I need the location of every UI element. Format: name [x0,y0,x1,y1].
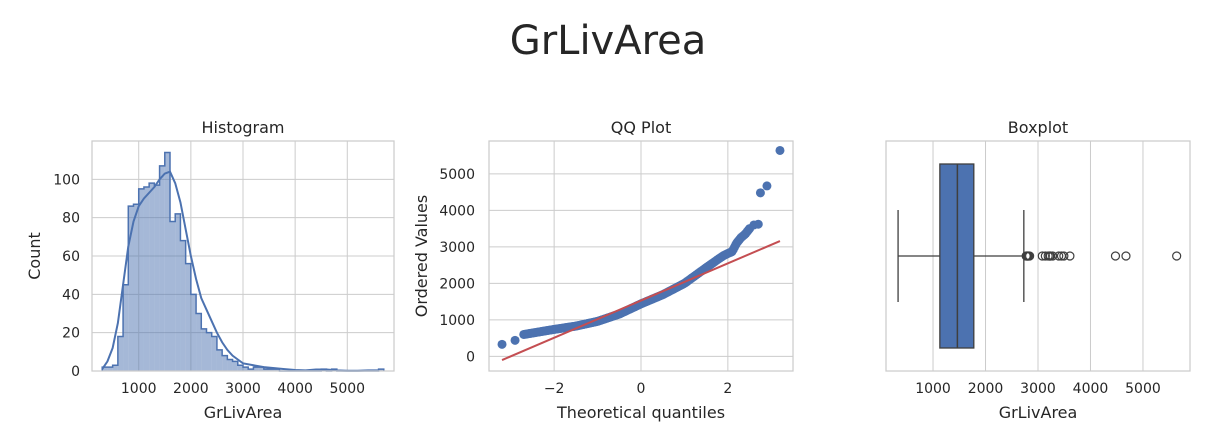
boxplot-outlier [1172,251,1182,261]
qq-xtick: 2 [723,381,732,397]
histogram-bar [237,365,243,371]
figure-title: GrLivArea [510,18,707,64]
histogram-ytick: 80 [62,211,80,227]
boxplot-outlier [1059,251,1069,261]
qq-frame [488,140,794,372]
histogram-xtick: 1000 [121,381,157,397]
histogram-bar [211,336,217,371]
histogram-title: Histogram [202,118,285,137]
histogram-ytick: 100 [53,172,80,188]
boxplot-xtick: 3000 [1020,381,1056,397]
histogram-bar [128,206,134,371]
histogram-bar [138,188,144,371]
histogram-ytick: 20 [62,326,80,342]
histogram-bar [206,332,212,371]
histogram-bar [185,263,191,371]
histogram-ticks: 1000 2000 3000 4000 5000 0 20 40 60 80 100 [53,172,365,397]
histogram-bar [248,369,254,371]
histogram-bar [154,185,160,371]
boxplot-title: Boxplot [1008,118,1068,137]
boxplot-xtick: 4000 [1073,381,1109,397]
histogram-bar [243,367,249,371]
qq-ylabel: Ordered Values [412,195,431,317]
histogram-xtick: 5000 [329,381,365,397]
histogram-bar [180,240,186,371]
histogram-ylabel: Count [25,232,44,280]
qq-point [753,219,763,229]
histogram-bar [170,221,176,371]
histogram-bar [159,165,165,371]
qq-point [755,188,765,198]
histogram-bar [164,152,171,371]
boxplot-outlier [1048,251,1058,261]
histogram-ytick: 0 [71,364,80,380]
histogram-bar [201,328,207,371]
histogram-ytick: 60 [62,249,80,265]
histogram-bar [216,349,223,371]
histogram-bar [143,187,150,371]
histogram-bar [190,294,197,371]
histogram-bar [117,336,124,371]
histogram-bar [133,204,139,371]
qq-xtick: −2 [544,381,565,397]
boxplot-body [897,163,1025,349]
boxplot-xlabel: GrLivArea [999,403,1078,422]
boxplot-outlier [1065,251,1075,261]
histogram-panel: Histogram 1000 2000 3000 4000 50000204060801… [25,118,395,422]
histogram-bar [102,367,108,371]
boxplot-xtick: 5000 [1125,381,1161,397]
histogram-bar [112,365,118,371]
histogram-xtick: 4000 [277,381,313,397]
histogram-kde-line [101,170,379,372]
boxplot-outlier [1025,251,1035,261]
histogram-bar [175,213,181,371]
histogram-bar [232,361,238,371]
histogram-bar [274,369,280,371]
qq-ytick: 4000 [439,203,475,219]
histogram-ytick: 40 [62,287,80,303]
histogram-bar [263,369,270,371]
qq-point [510,335,520,345]
boxplot-frame [885,140,1191,372]
boxplot-outlier [1054,251,1064,261]
histogram-bar [227,359,233,371]
boxplot-panel: Boxplot 1000 2000 3000 4000 5000 GrLivArea [885,118,1191,422]
qq-ytick: 2000 [439,276,475,292]
boxplot-xtick: 1000 [915,381,951,397]
boxplot-outlier [1110,251,1121,261]
qq-xtick: 0 [637,381,646,397]
histogram-bar [149,183,155,371]
histogram-xtick: 2000 [173,381,209,397]
qq-ytick: 0 [466,349,475,365]
qq-xlabel: Theoretical quantiles [556,403,725,422]
histogram-bar [258,367,264,371]
histogram-bar [378,369,384,371]
qq-fit-line [501,240,781,361]
histogram-xlabel: GrLivArea [204,403,283,422]
qq-panel: QQ Plot −2 0 2 0 1000 2000 3000 4000 5000 Theore… [412,118,794,422]
histogram-bar [123,284,129,371]
histogram-bar [196,313,202,371]
boxplot-outlier [1121,251,1131,261]
qq-point [762,181,772,191]
histogram-bar [253,367,259,371]
qq-title: QQ Plot [611,118,671,137]
histogram-frame [91,140,395,372]
boxplot-outliers [1021,251,1182,261]
qq-ytick: 3000 [439,240,475,256]
qq-ytick: 5000 [439,167,475,183]
histogram-xtick: 3000 [225,381,261,397]
histogram-bar [269,369,275,371]
histogram-bar [222,355,228,371]
histogram-bar [107,367,113,371]
qq-point [775,145,785,155]
boxplot-ticks: 1000 2000 3000 4000 5000 [915,381,1161,397]
boxplot-outlier [1040,251,1050,261]
qq-point [497,339,507,349]
qq-ytick: 1000 [439,313,475,329]
boxplot-xtick: 2000 [968,381,1004,397]
qq-ticks: −2 0 2 0 1000 2000 3000 4000 5000 [439,167,732,397]
